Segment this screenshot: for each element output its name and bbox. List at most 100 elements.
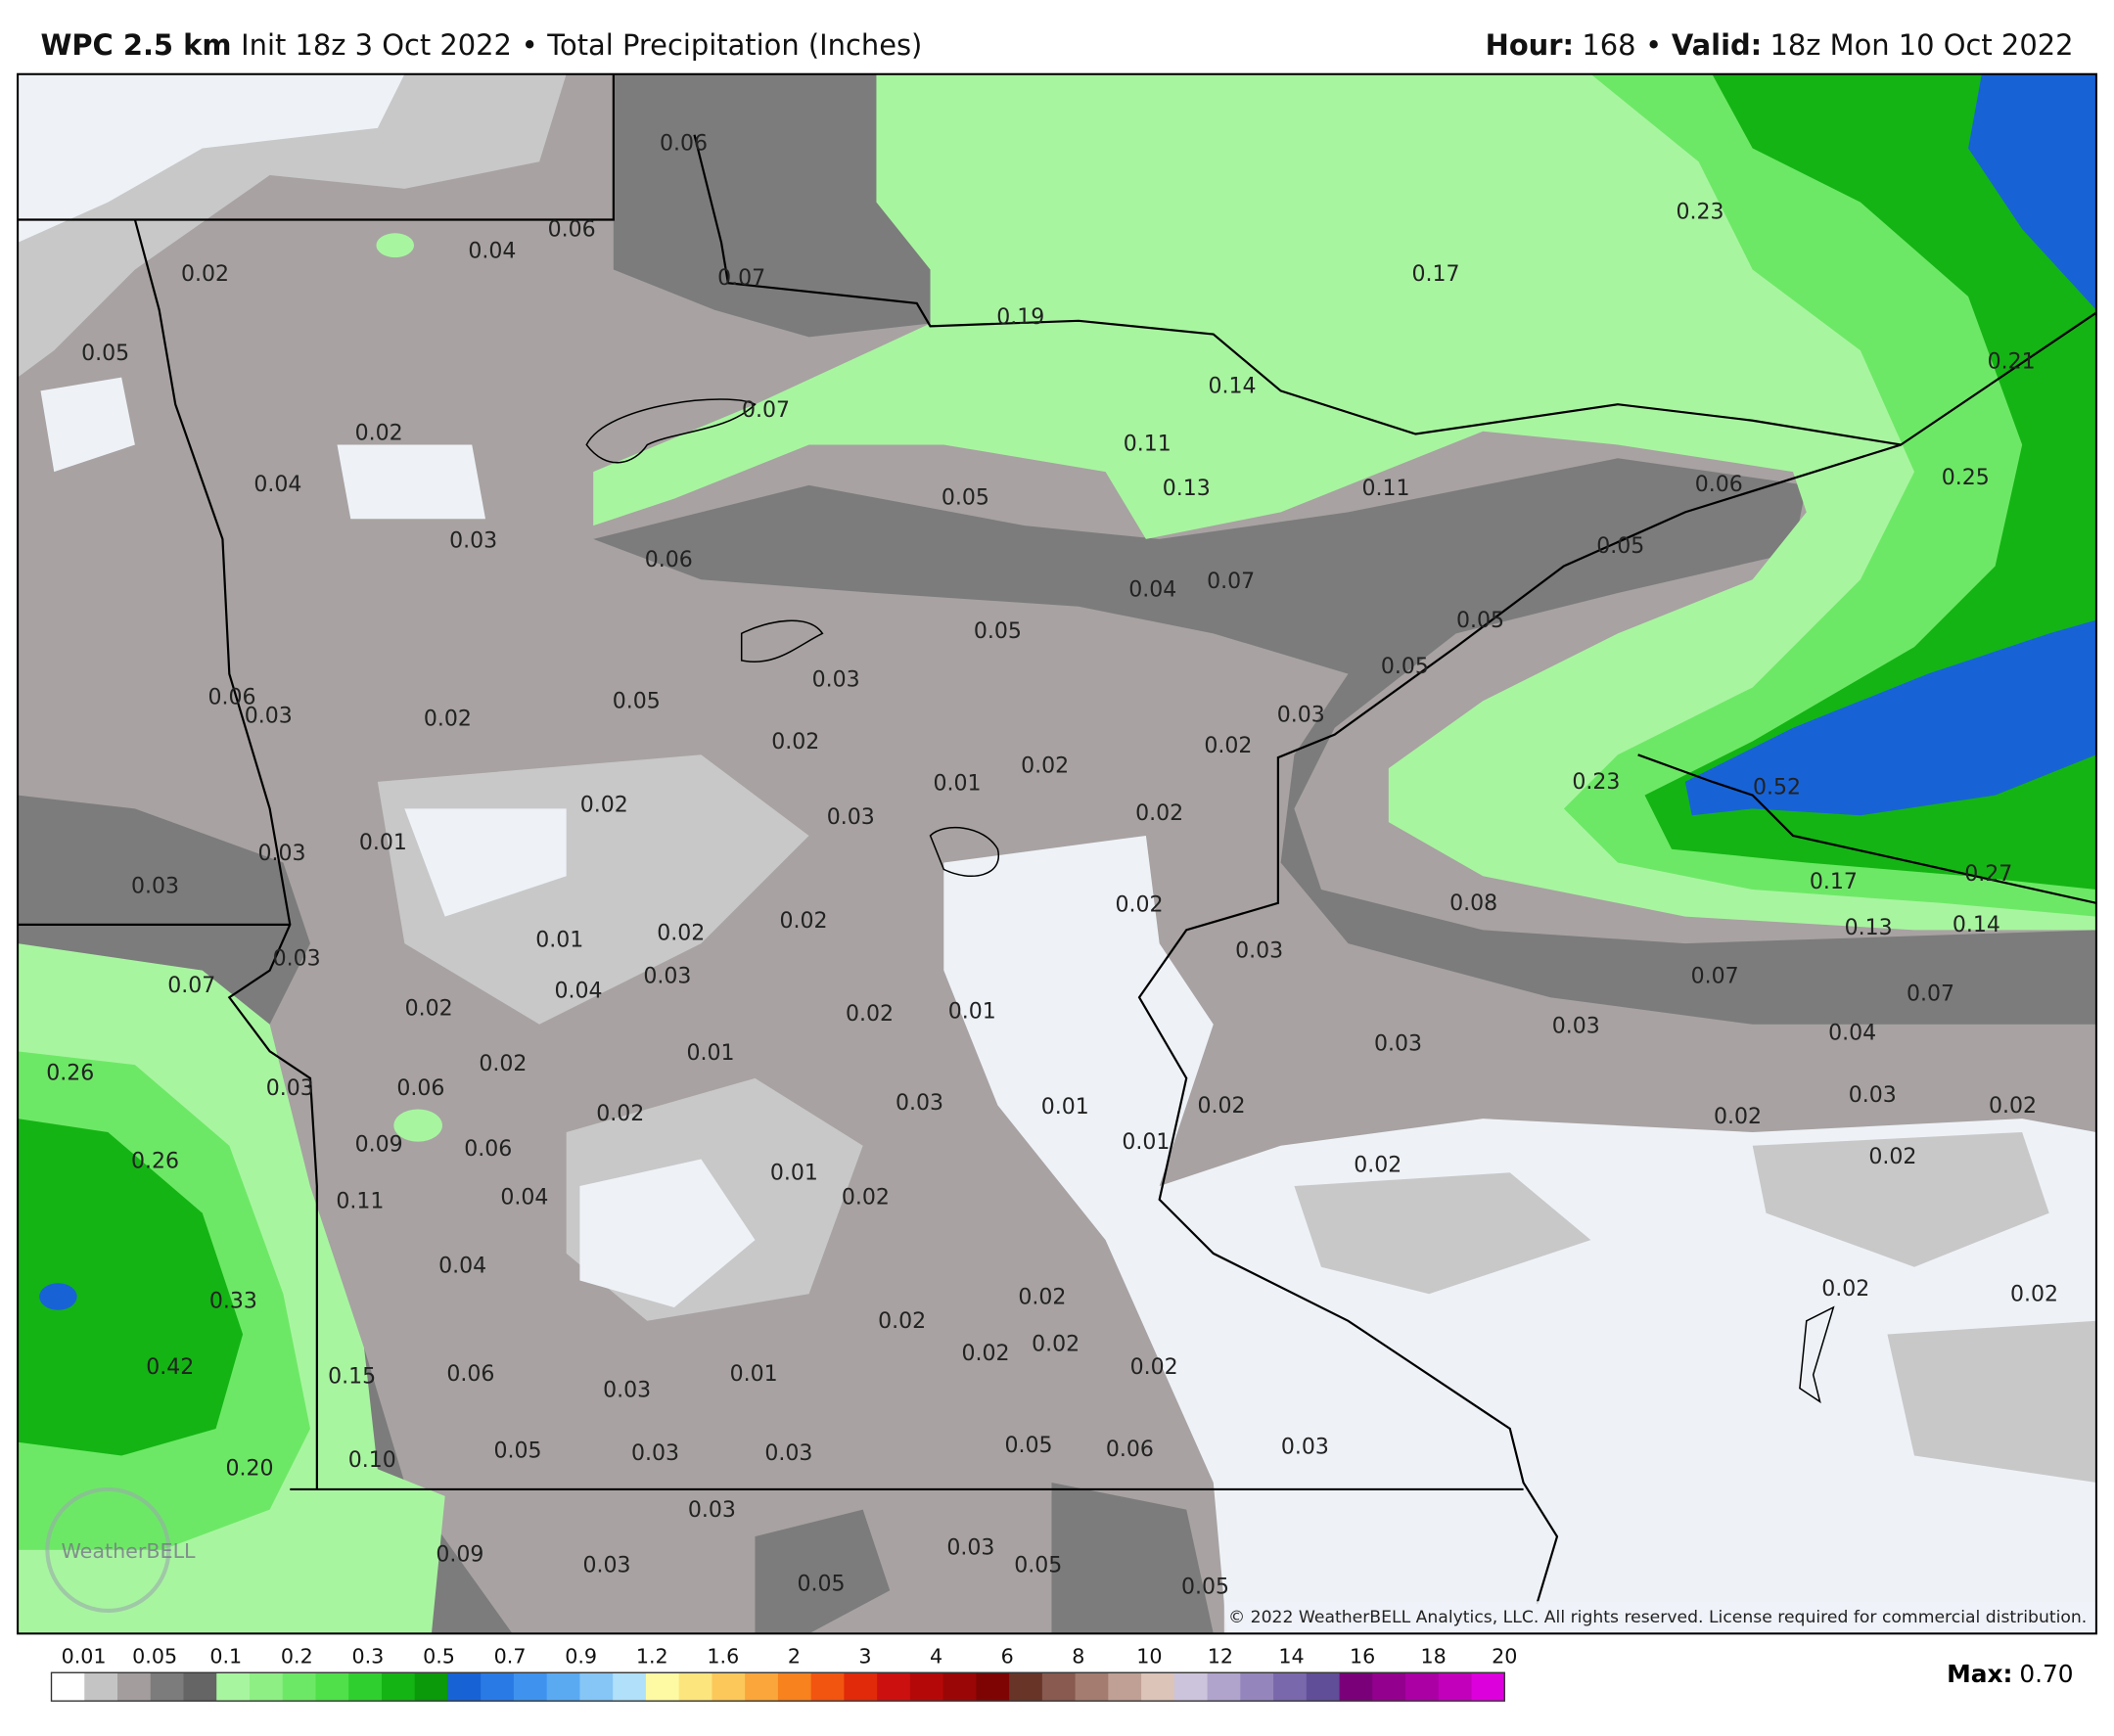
value-label: 0.02 [1018,1285,1066,1309]
colorbar-swatch [481,1672,515,1702]
colorbar-swatch [183,1672,217,1702]
value-label: 0.03 [688,1498,736,1523]
colorbar-swatch [282,1672,316,1702]
value-label: 0.02 [1032,1333,1080,1357]
value-label: 0.02 [1354,1153,1402,1177]
value-label: 0.42 [146,1355,194,1380]
value-label: 0.05 [613,690,661,714]
colorbar-swatch [150,1672,184,1702]
value-label: 0.23 [1572,770,1620,795]
colorbar-swatch [1306,1672,1340,1702]
value-label: 0.13 [1163,477,1211,501]
value-label: 0.02 [771,730,819,754]
value-label: 0.07 [167,974,215,998]
value-label: 0.06 [446,1362,494,1387]
value-label: 0.02 [1868,1145,1916,1169]
valid: 18z Mon 10 Oct 2022 [1770,28,2074,62]
model: WPC 2.5 km [40,28,231,62]
copyright: © 2022 WeatherBELL Analytics, LLC. All r… [1228,1608,2087,1627]
value-label: 0.03 [266,1076,314,1101]
separator: • [522,28,538,62]
colorbar-swatch [678,1672,712,1702]
value-label: 0.17 [1412,262,1460,287]
value-label: 0.05 [797,1573,845,1597]
value-label: 0.05 [1456,609,1504,633]
colorbar-swatch [613,1672,647,1702]
value-label: 0.05 [1596,534,1644,559]
value-label: 0.05 [1005,1434,1053,1458]
colorbar-swatch [579,1672,614,1702]
value-label: 0.07 [1907,982,1954,1006]
value-label: 0.05 [1014,1553,1062,1577]
value-label: 0.02 [580,794,628,818]
value-label: 0.06 [208,685,256,709]
separator: • [1645,28,1662,62]
value-label: 0.03 [1281,1435,1329,1459]
value-label: 0.03 [273,947,321,972]
colorbar-label: 12 [1208,1645,1233,1668]
colorbar-swatch [348,1672,383,1702]
colorbar-swatch [777,1672,812,1702]
value-label: 0.05 [1381,655,1429,679]
value-label: 0.03 [1849,1083,1897,1108]
value-label: 0.02 [1198,1094,1246,1119]
value-label: 0.10 [348,1448,396,1473]
value-label: 0.06 [1106,1438,1154,1462]
value-label: 0.04 [438,1255,486,1279]
value-label: 0.03 [603,1378,651,1402]
colorbar-label: 0.7 [494,1645,527,1668]
value-label: 0.02 [355,421,403,445]
colorbar-label: 3 [858,1645,871,1668]
value-label: 0.04 [468,240,516,264]
colorbar-label: 6 [1001,1645,1014,1668]
colorbar-swatch [84,1672,118,1702]
header-left: WPC 2.5 km Init 18z 3 Oct 2022 • Total Prec… [40,28,922,62]
value-label: 0.01 [948,999,996,1024]
value-label: 0.01 [934,772,982,797]
value-label: 0.03 [896,1091,943,1116]
value-label: 0.52 [1753,776,1801,800]
value-label: 0.15 [328,1365,376,1390]
value-label: 0.33 [209,1290,257,1314]
colorbar-swatch [1471,1672,1505,1702]
max-label: Max: [1947,1660,2012,1688]
value-label: 0.11 [1124,433,1172,457]
value-label: 0.07 [742,398,790,423]
value-label: 0.02 [1204,734,1252,758]
colorbar-swatch [1075,1672,1109,1702]
colorbar-swatch [546,1672,580,1702]
colorbar-label: 20 [1492,1645,1517,1668]
value-label: 0.02 [405,997,453,1022]
value-label: 0.03 [1277,703,1325,727]
colorbar-label: 0.3 [351,1645,384,1668]
colorbar-swatch [810,1672,845,1702]
colorbar-swatch [216,1672,251,1702]
value-label: 0.06 [464,1137,512,1162]
value-label: 0.02 [1116,893,1164,918]
value-label: 0.03 [827,805,875,830]
value-label: 0.04 [1128,577,1176,602]
value-label: 0.20 [225,1456,273,1481]
value-label: 0.14 [1209,374,1257,398]
value-label: 0.03 [449,529,497,554]
value-label: 0.21 [1988,350,2036,375]
colorbar-label: 14 [1278,1645,1304,1668]
value-label: 0.03 [764,1441,812,1466]
value-label: 0.01 [1041,1095,1089,1119]
value-label: 0.02 [1821,1277,1869,1302]
value-label: 0.07 [717,266,765,291]
value-label: 0.04 [555,980,603,1004]
value-label: 0.02 [181,262,229,287]
value-label: 0.23 [1676,201,1723,225]
value-label: 0.11 [336,1190,384,1214]
colorbar-label: 8 [1072,1645,1084,1668]
colorbar-swatch [249,1672,284,1702]
colorbar-swatch [381,1672,416,1702]
value-label: 0.02 [846,1002,894,1027]
value-label: 0.01 [730,1362,778,1387]
value-label: 0.14 [1953,913,2000,937]
value-label: 0.17 [1810,870,1858,894]
colorbar-label: 1.2 [636,1645,668,1668]
value-label: 0.02 [842,1185,890,1210]
